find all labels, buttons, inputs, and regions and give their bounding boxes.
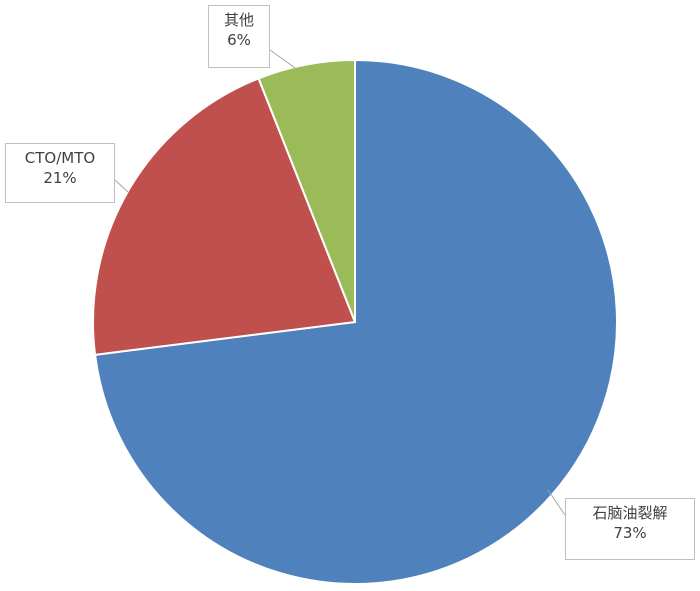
data-label-0: 石脑油裂解 73% xyxy=(565,498,695,560)
data-label-1-name: CTO/MTO xyxy=(24,149,96,167)
data-label-2-value: 6% xyxy=(227,31,251,49)
leader-line-0 xyxy=(547,489,566,516)
data-label-0-name: 石脑油裂解 xyxy=(592,504,668,522)
leader-line-1 xyxy=(114,179,129,193)
data-label-0-value: 73% xyxy=(613,524,647,542)
leader-line-2 xyxy=(269,49,299,71)
data-label-1: CTO/MTO 21% xyxy=(5,143,115,203)
data-label-2: 其他 6% xyxy=(208,5,270,68)
data-label-1-value: 21% xyxy=(43,169,77,187)
pie-slice-2 xyxy=(257,58,356,323)
pie-slice-1 xyxy=(92,77,357,356)
data-label-2-name: 其他 xyxy=(223,11,254,29)
